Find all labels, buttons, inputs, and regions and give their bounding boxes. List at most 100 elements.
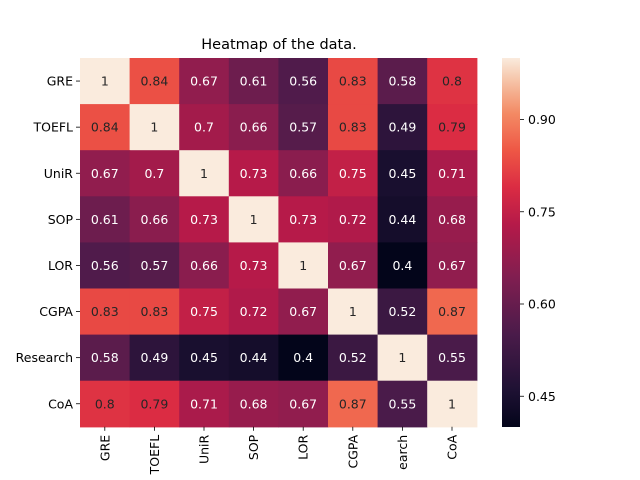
- heatmap-cell: [129, 104, 180, 151]
- cell-value-label: 0.75: [190, 304, 218, 319]
- cell-value-label: 0.55: [438, 350, 466, 365]
- heatmap-cell: [328, 288, 379, 336]
- heatmap-cell: [129, 150, 180, 197]
- row-tick-label: GRE: [47, 74, 73, 89]
- heatmap-cell: [80, 288, 131, 336]
- heatmap-cell: [377, 334, 428, 382]
- chart-title: Heatmap of the data.: [201, 37, 356, 53]
- heatmap-cell: [278, 104, 329, 151]
- cell-value-label: 0.58: [91, 350, 119, 365]
- heatmap-cell: [278, 334, 329, 382]
- cell-value-label: 0.67: [289, 304, 317, 319]
- cell-value-label: 0.67: [190, 74, 218, 89]
- heatmap-cell: [377, 380, 428, 428]
- heatmap-cell: [278, 288, 329, 336]
- column-tick-label: earch: [395, 435, 410, 470]
- cell-value-label: 0.57: [140, 258, 168, 273]
- cell-value-label: 0.8: [95, 396, 115, 411]
- cell-value-label: 1: [398, 350, 406, 365]
- cell-value-label: 0.67: [91, 166, 119, 181]
- heatmap-cell: [427, 58, 478, 105]
- heatmap-cell: [179, 288, 230, 336]
- heatmap-cell: [278, 58, 329, 105]
- heatmap-cell: [228, 58, 279, 105]
- column-tick-label: UniR: [197, 434, 212, 464]
- heatmap-cell: [80, 104, 131, 151]
- heatmap-cell: [228, 150, 279, 197]
- colorbar-gradient: [502, 58, 520, 427]
- row-tick-label: LOR: [48, 258, 73, 273]
- cell-value-label: 0.49: [140, 350, 168, 365]
- cell-value-label: 0.71: [438, 166, 466, 181]
- cell-value-label: 0.73: [240, 166, 268, 181]
- cell-value-label: 0.4: [392, 258, 412, 273]
- cell-value-label: 1: [250, 212, 258, 227]
- heatmap-cell: [80, 150, 131, 197]
- heatmap-cell: [377, 242, 428, 290]
- cell-value-label: 0.66: [289, 166, 317, 181]
- column-tick-labels: GRE TOEFL UniR SOP LOR CGPA earch CoA: [97, 426, 460, 475]
- heatmap-cell: [328, 334, 379, 382]
- cell-value-label: 1: [299, 258, 307, 273]
- cell-value-label: 0.72: [339, 212, 367, 227]
- cell-value-label: 0.79: [140, 396, 168, 411]
- cell-value-label: 0.55: [388, 396, 416, 411]
- cell-value-label: 1: [101, 74, 109, 89]
- cell-value-label: 0.49: [388, 120, 416, 135]
- colorbar-tick-label: 0.75: [528, 204, 556, 219]
- cell-value-label: 1: [150, 120, 158, 135]
- cell-value-label: 0.68: [438, 212, 466, 227]
- cell-value-label: 0.66: [140, 212, 168, 227]
- cell-value-label: 0.67: [289, 396, 317, 411]
- cell-value-label: 0.66: [240, 120, 268, 135]
- heatmap-cell: [427, 104, 478, 151]
- cell-value-label: 0.71: [190, 396, 218, 411]
- heatmap-cell: [179, 150, 230, 197]
- heatmap-cell: [129, 196, 180, 243]
- heatmap-cell: [328, 196, 379, 243]
- heatmap-cell: [179, 104, 230, 151]
- cell-value-label: 0.73: [289, 212, 317, 227]
- heatmap-cell: [228, 334, 279, 382]
- heatmap-cell: [179, 58, 230, 105]
- cell-value-label: 0.66: [190, 258, 218, 273]
- heatmap-cell: [278, 380, 329, 428]
- cell-value-label: 0.56: [289, 74, 317, 89]
- cell-value-label: 0.75: [339, 166, 367, 181]
- heatmap-cell: [278, 242, 329, 290]
- cell-value-label: 1: [200, 166, 208, 181]
- heatmap-cell: [129, 58, 180, 105]
- colorbar: 0.45 0.60 0.75 0.90: [502, 58, 556, 427]
- row-tick-label: UniR: [44, 166, 74, 181]
- cell-value-label: 0.84: [140, 74, 168, 89]
- heatmap-cell: [427, 288, 478, 336]
- cell-value-label: 0.72: [240, 304, 268, 319]
- column-tick-label: CoA: [445, 434, 460, 459]
- cell-value-label: 0.7: [144, 166, 164, 181]
- heatmap-cell: [377, 150, 428, 197]
- cell-value-label: 0.67: [438, 258, 466, 273]
- heatmap-cell: [80, 334, 131, 382]
- column-tick-label: SOP: [246, 434, 261, 460]
- cell-value-label: 0.61: [240, 74, 268, 89]
- heatmap-cell: [129, 242, 180, 290]
- heatmap-cell: [427, 334, 478, 382]
- heatmap-cell: [377, 196, 428, 243]
- heatmap-cell: [377, 104, 428, 151]
- heatmap-cells: 1 0.84 0.67 0.61 0.56 0.83 0.58 0.8 0.84 1 0.7 0.66…: [80, 58, 478, 428]
- heatmap-cell: [129, 334, 180, 382]
- cell-value-label: 0.87: [339, 396, 367, 411]
- heatmap-cell: [278, 150, 329, 197]
- cell-value-label: 0.52: [339, 350, 367, 365]
- cell-value-label: 0.8: [442, 74, 462, 89]
- cell-value-label: 0.58: [388, 74, 416, 89]
- heatmap-cell: [328, 242, 379, 290]
- cell-value-label: 0.57: [289, 120, 317, 135]
- heatmap-cell: [80, 196, 131, 243]
- cell-value-label: 0.68: [240, 396, 268, 411]
- colorbar-tick-label: 0.45: [528, 389, 556, 404]
- cell-value-label: 0.4: [293, 350, 313, 365]
- row-tick-label: SOP: [48, 212, 74, 227]
- heatmap-cell: [228, 380, 279, 428]
- cell-value-label: 0.87: [438, 304, 466, 319]
